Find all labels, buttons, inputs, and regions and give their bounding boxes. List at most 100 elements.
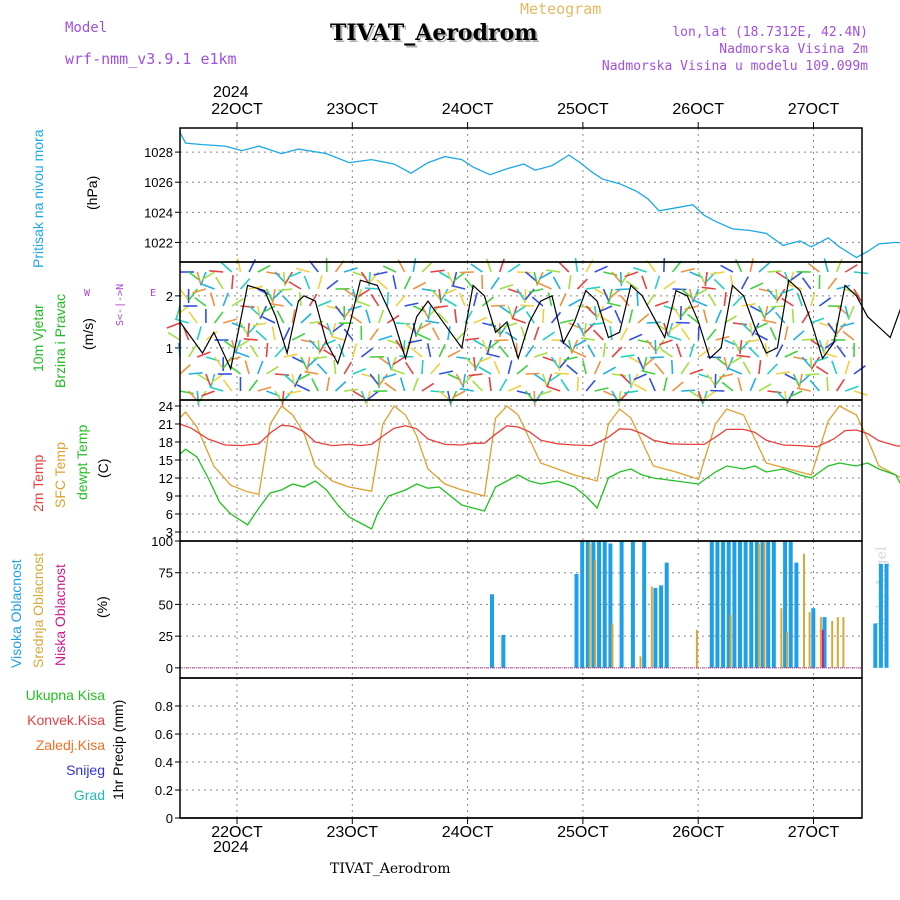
cloud-bar — [659, 585, 664, 668]
wind-arrow — [568, 274, 572, 290]
wind-arrow — [257, 386, 272, 392]
wind-arrow — [814, 356, 829, 363]
cloud-bar — [650, 586, 653, 668]
wind-arrow — [748, 346, 760, 358]
wind-arrow — [490, 277, 500, 290]
wind-arrow — [524, 345, 535, 358]
wind-arrow — [649, 356, 664, 359]
wind-arrow — [550, 356, 561, 370]
wind-arrow — [801, 356, 812, 369]
wind-arrow — [490, 322, 501, 335]
cloud-bar — [783, 541, 788, 668]
cloud-bar — [729, 614, 732, 668]
wind-arrow — [481, 274, 484, 290]
precip-ytick-label: 0.8 — [155, 699, 173, 714]
wind-arrow — [427, 305, 432, 320]
wind-arrow — [525, 310, 535, 324]
wind-arrow — [758, 383, 772, 392]
x-day-label-bottom: 24OCT — [442, 824, 494, 841]
wind-arrow — [853, 365, 866, 375]
wind-arrow — [378, 373, 389, 386]
wind-arrow — [209, 386, 224, 392]
wind-arrow — [486, 339, 492, 354]
wind-arrow — [701, 286, 716, 290]
wind-arrow — [788, 271, 795, 286]
wind-arrow — [382, 265, 397, 273]
cloud-bar — [821, 629, 824, 668]
wind-arrow — [641, 370, 656, 375]
wind-arrow — [774, 311, 786, 324]
wind-arrow — [405, 361, 414, 375]
wind-arrow — [312, 356, 327, 360]
wind-arrow — [608, 288, 613, 303]
wind-arrow — [823, 258, 829, 273]
wind-arrow — [558, 261, 570, 273]
sfc-temp-line — [179, 405, 900, 497]
wind-arrow — [689, 390, 702, 400]
wind-arrow — [796, 387, 811, 392]
cloud-bar — [715, 541, 720, 668]
wind-arrow — [703, 390, 717, 400]
wind-arrow — [491, 304, 506, 307]
wind-arrow — [507, 263, 521, 273]
wind-arrow — [295, 267, 310, 273]
wind-arrow — [384, 382, 397, 392]
wind-arrow — [499, 283, 514, 290]
wind-arrow — [240, 305, 255, 308]
wind-arrow — [708, 293, 717, 307]
wind-arrow — [671, 260, 682, 273]
wind-arrow — [196, 351, 211, 358]
cloud-bar — [630, 541, 635, 668]
wind-arrow — [421, 382, 435, 392]
wind-arrow — [763, 305, 769, 320]
wind-arrow — [188, 311, 198, 324]
wind-arrow — [187, 344, 197, 358]
wind-arrow — [231, 297, 245, 307]
wind-arrow — [823, 339, 829, 354]
cloud-bar — [602, 541, 607, 668]
cloud-bar — [836, 617, 839, 668]
wind-arrow — [370, 293, 380, 307]
temperature-ytick-label: 9 — [166, 489, 173, 504]
wind-arrow — [758, 360, 762, 375]
elevation-label: Nadmorska Visina 2m — [719, 42, 868, 57]
wind-arrow — [693, 299, 708, 307]
wind-arrow — [433, 305, 448, 309]
wind-arrow — [248, 305, 261, 316]
wind-arrow — [196, 373, 210, 383]
wind-arrow — [174, 318, 189, 324]
wind-arrow — [368, 271, 371, 287]
wind-arrow — [609, 325, 613, 341]
x-day-label-top: 24OCT — [442, 101, 494, 118]
wind-arrow — [516, 364, 529, 375]
wind-arrow — [742, 361, 751, 375]
wind-arrow — [417, 333, 431, 341]
wind-arrow — [344, 388, 359, 392]
wind-arrow — [764, 343, 769, 358]
wind-arrow — [179, 364, 191, 375]
wind-arrow — [792, 330, 805, 341]
wind-arrow — [453, 271, 466, 282]
wind-arrow — [188, 288, 198, 301]
cloud-bar — [608, 543, 613, 668]
cloud-bar — [721, 541, 726, 668]
wind-arrow — [377, 309, 385, 324]
wind-arrow — [283, 353, 298, 358]
temp2m-line — [179, 423, 900, 448]
wind-arrow — [271, 326, 276, 341]
wind-arrow — [316, 363, 328, 375]
cloud-bar — [803, 553, 805, 668]
wind-arrow — [741, 322, 753, 334]
wind-arrow — [675, 321, 690, 324]
wind-arrow — [602, 288, 610, 303]
wind-arrow — [552, 276, 561, 290]
x-day-label-top: 25OCT — [557, 101, 609, 118]
wind-arrow — [580, 337, 595, 341]
wind-arrow — [602, 342, 607, 358]
wind-arrow — [451, 284, 466, 290]
wind-arrow — [278, 288, 293, 292]
wind-arrow — [508, 384, 522, 392]
wind-arrow — [744, 339, 760, 343]
wind-arrow — [723, 356, 729, 371]
wind-arrow — [648, 377, 656, 392]
